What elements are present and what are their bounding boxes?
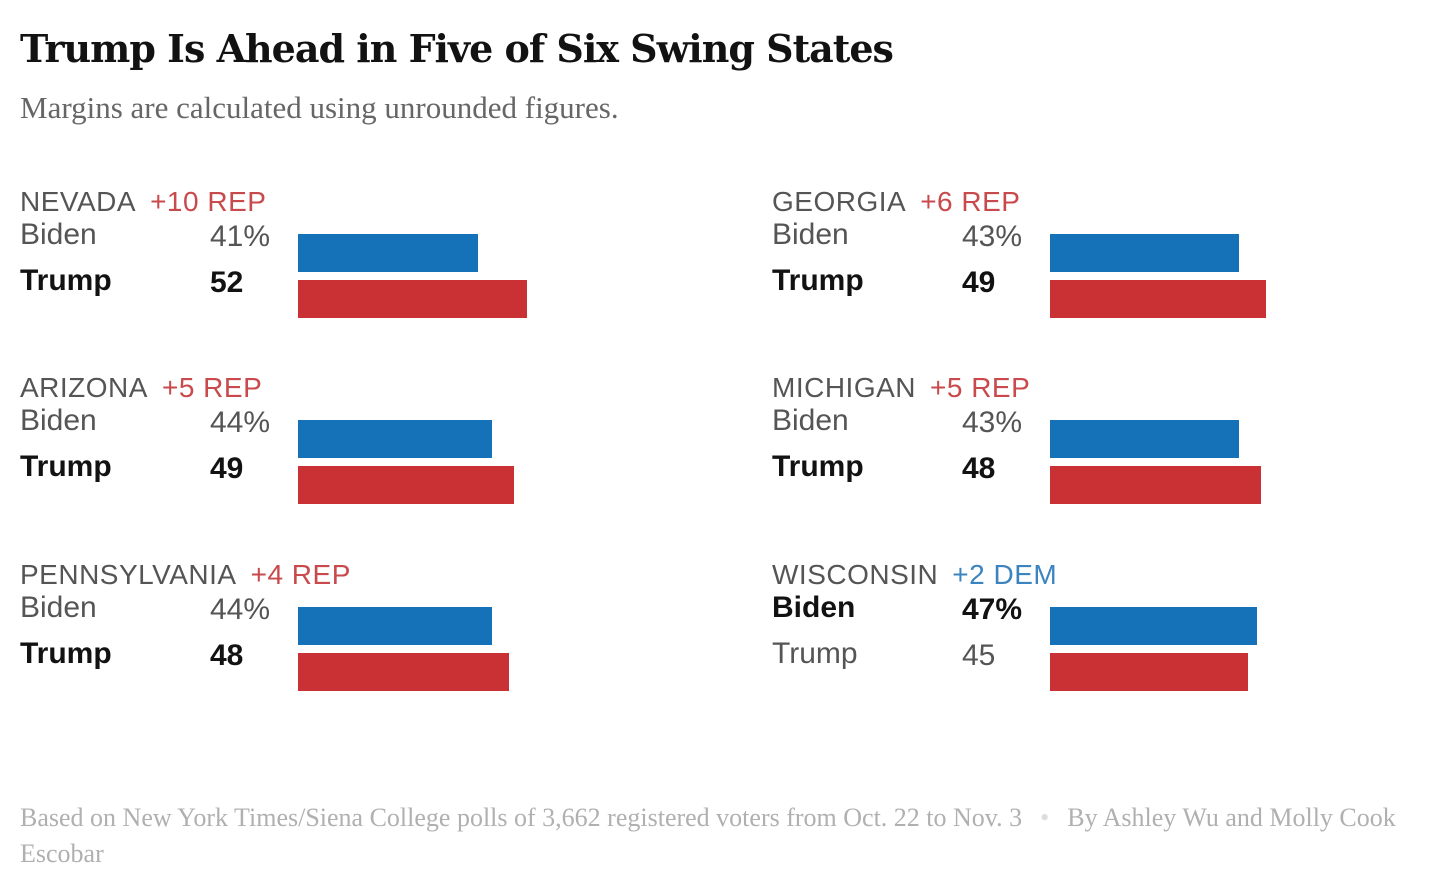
biden-bar (298, 420, 492, 458)
chart-footer: Based on New York Times/Siena College po… (20, 800, 1436, 872)
candidate-label: Biden (20, 591, 97, 624)
value-label: 45 (962, 639, 996, 672)
value-label: 44% (210, 593, 271, 626)
trump-bar (1050, 280, 1266, 318)
state-panel: NEVADA +10 REP Biden 41% Trump 52 (20, 186, 660, 346)
candidate-label: Trump (20, 450, 112, 483)
state-header: GEORGIA +6 REP (772, 186, 1020, 218)
candidate-label: Biden (20, 218, 97, 251)
candidate-label: Trump (20, 264, 112, 297)
trump-bar (1050, 466, 1261, 504)
value-label: 41% (210, 220, 271, 253)
biden-bar (298, 607, 492, 645)
state-panel: MICHIGAN +5 REP Biden 43% Trump 48 (772, 372, 1412, 532)
state-header: NEVADA +10 REP (20, 186, 266, 218)
state-name: ARIZONA (20, 372, 148, 403)
state-margin: +4 REP (250, 559, 351, 590)
candidate-label: Trump (772, 264, 864, 297)
state-panel: WISCONSIN +2 DEM Biden 47% Trump 45 (772, 559, 1412, 719)
candidate-label: Biden (772, 591, 856, 624)
state-margin: +5 REP (161, 372, 263, 403)
value-label: 43% (962, 220, 1023, 253)
state-header: WISCONSIN +2 DEM (772, 559, 1057, 591)
state-panel: GEORGIA +6 REP Biden 43% Trump 49 (772, 186, 1412, 346)
separator-dot: • (1040, 803, 1050, 832)
biden-bar (1050, 420, 1239, 458)
trump-bar (1050, 653, 1248, 691)
candidate-label: Biden (772, 404, 849, 437)
state-name: WISCONSIN (772, 559, 939, 590)
state-name: NEVADA (20, 186, 137, 217)
candidate-label: Biden (772, 218, 849, 251)
chart-title: Trump Is Ahead in Five of Six Swing Stat… (20, 26, 894, 71)
state-panel: PENNSYLVANIA +4 REP Biden 44% Trump 48 (20, 559, 660, 719)
state-margin: +10 REP (150, 186, 267, 217)
state-margin: +6 REP (920, 186, 1021, 217)
value-label: 49 (210, 452, 244, 485)
candidate-label: Trump (20, 637, 112, 670)
state-name: PENNSYLVANIA (20, 559, 237, 590)
chart-subtitle: Margins are calculated using unrounded f… (20, 90, 619, 125)
state-name: GEORGIA (772, 186, 907, 217)
source-note: Based on New York Times/Siena College po… (20, 803, 1023, 832)
value-label: 48 (962, 452, 996, 485)
state-margin: +2 DEM (952, 559, 1058, 590)
candidate-label: Biden (20, 404, 97, 437)
state-margin: +5 REP (930, 372, 1031, 403)
biden-bar (1050, 234, 1239, 272)
state-header: ARIZONA +5 REP (20, 372, 262, 404)
state-header: MICHIGAN +5 REP (772, 372, 1030, 404)
value-label: 44% (210, 406, 271, 439)
value-label: 43% (962, 406, 1023, 439)
state-name: MICHIGAN (772, 372, 916, 403)
trump-bar (298, 653, 509, 691)
trump-bar (298, 280, 527, 318)
value-label: 52 (210, 266, 244, 299)
candidate-label: Trump (772, 450, 864, 483)
value-label: 49 (962, 266, 996, 299)
byline: By Ashley Wu and Molly Cook Escobar (20, 803, 1396, 868)
trump-bar (298, 466, 514, 504)
value-label: 47% (962, 593, 1023, 626)
state-panel: ARIZONA +5 REP Biden 44% Trump 49 (20, 372, 660, 532)
value-label: 48 (210, 639, 244, 672)
candidate-label: Trump (772, 637, 858, 670)
biden-bar (298, 234, 478, 272)
biden-bar (1050, 607, 1257, 645)
state-header: PENNSYLVANIA +4 REP (20, 559, 351, 591)
